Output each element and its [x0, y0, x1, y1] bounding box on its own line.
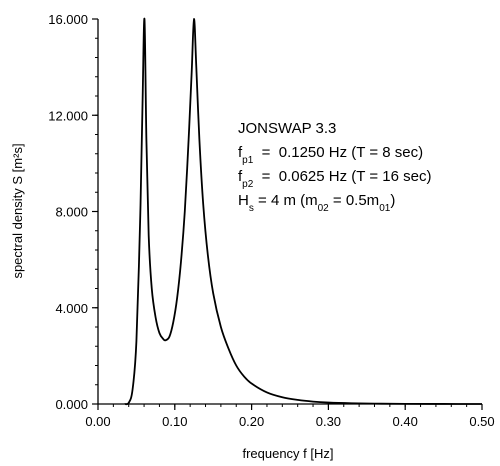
- annotation-subscript: 01: [379, 203, 391, 214]
- annotation-text: ): [390, 192, 395, 209]
- data-series: [124, 18, 483, 406]
- x-tick-label: 0.10: [162, 414, 187, 429]
- y-tick-label: 12.000: [48, 108, 88, 123]
- annotation-text: f: [238, 144, 243, 161]
- x-axis-title: frequency f [Hz]: [242, 446, 333, 461]
- x-tick-label: 0.30: [316, 414, 341, 429]
- annotation-line: Hs = 4 m (m02 = 0.5m01): [238, 192, 395, 214]
- x-tick-label: 0.00: [85, 414, 110, 429]
- annotation-text: JONSWAP 3.3: [238, 120, 336, 137]
- annotation-subscript: s: [249, 203, 254, 214]
- annotation-text: = 0.0625 Hz (T = 16 sec): [253, 168, 431, 185]
- y-tick-label: 8.000: [55, 205, 88, 220]
- spectrum-line: [124, 18, 483, 406]
- y-tick-label: 0.000: [55, 397, 88, 412]
- annotation-text: f: [238, 168, 243, 185]
- plot-axes: 0.00 0.10 0.20 0.30 0.40 0.50 0.000 4.000 8.000 1…: [48, 12, 494, 429]
- annotation-line: fp2 = 0.0625 Hz (T = 16 sec): [238, 168, 431, 190]
- annotation-line: JONSWAP 3.3: [238, 120, 336, 137]
- y-tick-label: 4.000: [55, 301, 88, 316]
- annotation-subscript: p1: [242, 155, 254, 166]
- x-tick-label: 0.40: [393, 414, 418, 429]
- annotation-subscript: p2: [242, 179, 254, 190]
- annotation-line: fp1 = 0.1250 Hz (T = 8 sec): [238, 144, 423, 166]
- annotation-text: = 0.1250 Hz (T = 8 sec): [253, 144, 423, 161]
- annotation-text: H: [238, 192, 249, 209]
- x-tick-label: 0.50: [469, 414, 494, 429]
- annotation-text: = 0.5m: [329, 192, 379, 209]
- annotation-subscript: 02: [318, 203, 330, 214]
- annotation-text: = 4 m (m: [254, 192, 318, 209]
- y-axis-title: spectral density S [m²s]: [10, 143, 25, 278]
- x-tick-label: 0.20: [239, 414, 264, 429]
- y-tick-label: 16.000: [48, 12, 88, 27]
